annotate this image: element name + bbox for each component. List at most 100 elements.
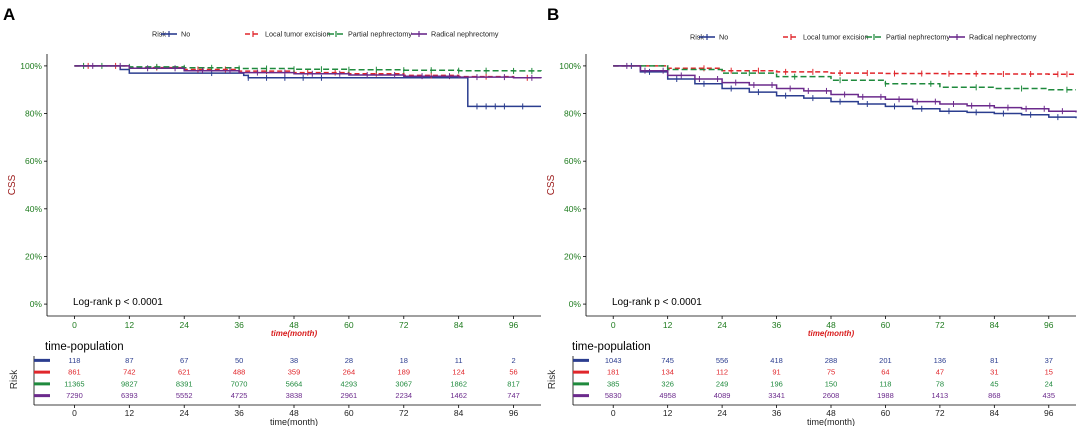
risk-count: 1862 (450, 379, 467, 388)
x-tick-label: 60 (881, 320, 891, 330)
legend-label: No (719, 33, 728, 42)
risk-count: 18 (400, 356, 408, 365)
risk-count: 1988 (877, 391, 894, 400)
legend-key-1 (161, 31, 177, 37)
risk-table-title: time-population (45, 341, 124, 353)
risk-x-tick-label: 48 (289, 408, 299, 418)
risk-count: 78 (936, 379, 944, 388)
risk-count: 6393 (121, 391, 138, 400)
risk-count: 742 (123, 368, 136, 377)
risk-count: 8391 (176, 379, 193, 388)
risk-count: 45 (990, 379, 998, 388)
risk-count: 747 (507, 391, 520, 400)
legend: Risk No Local tumor excision Partial nephre… (690, 33, 1037, 42)
log-rank-annotation: Log-rank p < 0.0001 (73, 297, 163, 308)
legend-key-2 (245, 31, 261, 37)
series-4 (613, 62, 1077, 115)
risk-x-tick-label: 24 (717, 408, 727, 418)
km-plot: 0% 20% 40% 60% 80% 100% 0 12 24 36 48 60 72 84 96 CSS ti… (546, 54, 1077, 338)
risk-count: 11 (455, 356, 463, 365)
y-tick-label: 100% (559, 61, 581, 71)
survival-curve (613, 65, 1076, 75)
risk-count: 24 (1045, 379, 1053, 388)
legend-key-4 (949, 34, 965, 40)
risk-row-3: 385 326 249 196 150 118 78 45 24 (573, 379, 1053, 388)
risk-x-tick-label: 72 (399, 408, 409, 418)
risk-count: 124 (452, 368, 465, 377)
y-tick-label: 0% (569, 299, 582, 309)
x-tick-label: 36 (234, 320, 244, 330)
risk-x-tick-label: 36 (234, 408, 244, 418)
legend-title: Risk (152, 30, 166, 39)
panel-label: A (3, 5, 15, 24)
risk-y-axis-title: Risk (547, 369, 558, 389)
legend-label: Partial nephrectomy (886, 33, 950, 42)
risk-count: 4293 (341, 379, 358, 388)
risk-count: 189 (398, 368, 411, 377)
risk-count: 31 (990, 368, 998, 377)
risk-count: 621 (178, 368, 191, 377)
x-tick-label: 12 (125, 320, 135, 330)
risk-x-tick-label: 84 (454, 408, 464, 418)
risk-y-axis-title: Risk (9, 369, 20, 389)
risk-x-axis-title: time(month) (807, 417, 855, 426)
risk-count: 1413 (932, 391, 949, 400)
risk-x-tick-label: 0 (611, 408, 616, 418)
risk-count: 9827 (121, 379, 138, 388)
risk-table: time-population Risk 1043 745 556 418 288 201 13… (547, 341, 1076, 426)
series-2 (613, 65, 1076, 78)
risk-count: 249 (716, 379, 729, 388)
x-axis-title: time(month) (808, 329, 855, 338)
y-tick-label: 60% (25, 156, 42, 166)
risk-count: 118 (879, 379, 891, 388)
risk-count: 28 (345, 356, 353, 365)
risk-count: 38 (290, 356, 298, 365)
risk-count: 81 (990, 356, 998, 365)
x-tick-label: 48 (289, 320, 299, 330)
panel-label: B (547, 5, 559, 24)
risk-count: 5830 (605, 391, 622, 400)
x-tick-label: 60 (344, 320, 354, 330)
risk-x-tick-label: 0 (72, 408, 77, 418)
survival-curve (613, 65, 1077, 113)
risk-count: 4958 (659, 391, 676, 400)
legend-key-2 (783, 34, 799, 40)
x-tick-label: 48 (826, 320, 836, 330)
risk-row-3: 11365 9827 8391 7070 5664 4293 3067 1862 817 (34, 379, 520, 388)
risk-count: 56 (509, 368, 517, 377)
y-tick-label: 100% (20, 61, 42, 71)
x-tick-label: 24 (717, 320, 727, 330)
risk-count: 4089 (714, 391, 731, 400)
legend-label: Partial nephrectomy (348, 30, 412, 39)
legend-label: Radical nephrectomy (969, 33, 1037, 42)
risk-count: 326 (661, 379, 674, 388)
legend-label: Local tumor excision (803, 33, 869, 42)
risk-x-tick-label: 84 (990, 408, 1000, 418)
risk-count: 75 (827, 368, 835, 377)
legend-title: Risk (690, 33, 704, 42)
risk-count: 435 (1043, 391, 1056, 400)
risk-x-tick-label: 48 (826, 408, 836, 418)
log-rank-annotation: Log-rank p < 0.0001 (612, 297, 702, 308)
risk-count: 3067 (395, 379, 412, 388)
risk-count: 50 (235, 356, 243, 365)
y-axis-title: CSS (7, 174, 18, 195)
risk-count: 1043 (605, 356, 622, 365)
risk-x-tick-label: 60 (881, 408, 891, 418)
risk-count: 7070 (231, 379, 248, 388)
risk-count: 196 (770, 379, 783, 388)
series-4 (74, 62, 542, 81)
risk-count: 1462 (450, 391, 467, 400)
x-tick-label: 0 (611, 320, 616, 330)
risk-x-tick-label: 96 (1044, 408, 1054, 418)
km-plot: 0% 20% 40% 60% 80% 100% 0 12 24 36 48 60 72 84 96 CSS ti… (7, 54, 542, 338)
panel-a: A Risk No Local tumor excision Partial neph… (3, 5, 542, 426)
risk-count: 385 (607, 379, 620, 388)
risk-x-axis-title: time(month) (270, 417, 318, 426)
risk-count: 745 (661, 356, 674, 365)
risk-count: 2961 (341, 391, 358, 400)
risk-count: 118 (68, 356, 80, 365)
risk-x-tick-label: 36 (772, 408, 782, 418)
risk-count: 2608 (823, 391, 840, 400)
